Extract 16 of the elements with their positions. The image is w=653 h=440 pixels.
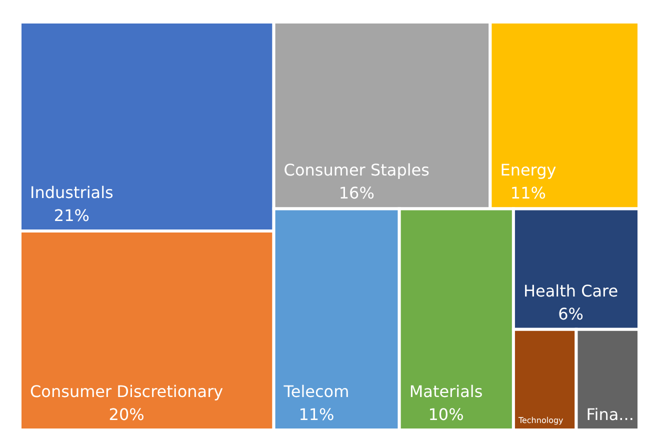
category-label: Health Care xyxy=(523,281,618,300)
category-label: Materials xyxy=(409,382,483,401)
data-label: 20% xyxy=(108,405,144,424)
data-label: 11% xyxy=(510,184,546,203)
category-label: Telecom xyxy=(282,382,350,401)
category-label: Consumer Discretionary xyxy=(30,382,224,401)
data-label: 6% xyxy=(558,304,584,324)
data-label: 11% xyxy=(298,405,334,424)
category-label: Technology xyxy=(517,416,564,425)
data-label: 16% xyxy=(338,184,374,203)
category-label: Energy xyxy=(500,160,556,180)
category-label: Industrials xyxy=(30,182,114,202)
category-label: Fina... xyxy=(586,405,634,424)
category-label: Consumer Staples xyxy=(284,160,430,180)
data-label: 21% xyxy=(54,206,90,225)
data-label: 10% xyxy=(428,405,464,424)
